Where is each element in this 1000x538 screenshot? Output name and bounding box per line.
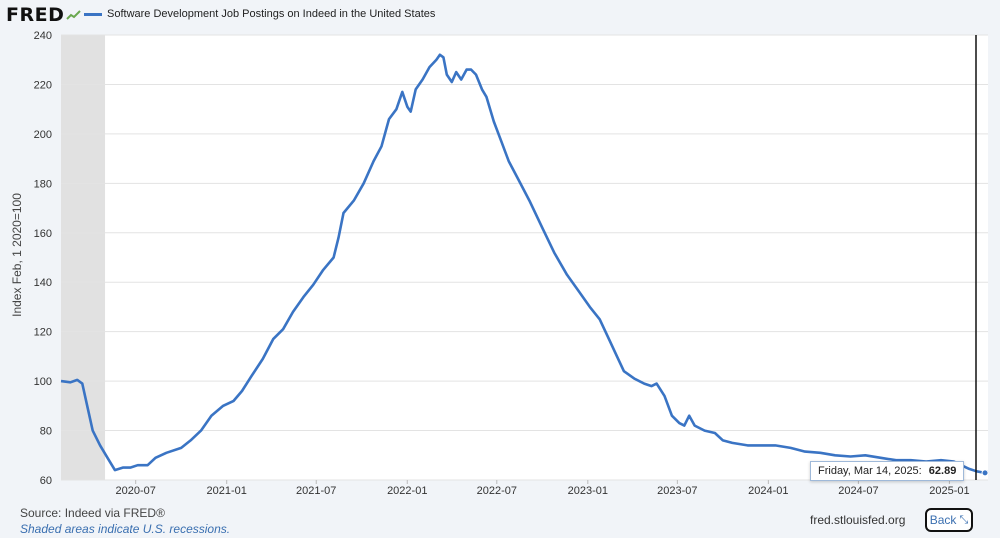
x-tick-label: 2021-07: [296, 485, 336, 497]
fred-logo-text: FRED: [6, 4, 65, 26]
recession-shade: [61, 35, 106, 480]
source-note: Source: Indeed via FRED®: [20, 506, 165, 520]
tooltip-date: Friday, Mar 14, 2025:: [818, 465, 922, 477]
legend-label: Software Development Job Postings on Ind…: [107, 8, 436, 20]
series-line[interactable]: [60, 53, 989, 475]
sparkline-icon: [66, 10, 82, 20]
collapse-icon: ⤡: [959, 513, 969, 526]
site-url: fred.stlouisfed.org: [810, 513, 906, 527]
legend-swatch: [84, 12, 102, 16]
chart-header: FRED Software Development Job Postings o…: [0, 0, 1000, 30]
x-tick-label: 2025-01: [929, 485, 969, 497]
x-tick-label: 2022-07: [477, 485, 517, 497]
fred-logo[interactable]: FRED: [6, 4, 82, 26]
x-tick-label: 2023-01: [568, 485, 608, 497]
x-tick-label: 2022-01: [387, 485, 427, 497]
x-tick-label: 2023-07: [657, 485, 697, 497]
hover-point-marker: [981, 469, 989, 477]
tooltip-value: 62.89: [928, 465, 957, 477]
recession-note: Shaded areas indicate U.S. recessions.: [20, 522, 231, 536]
y-tick-label: 120: [34, 327, 52, 339]
y-tick-label: 100: [34, 376, 52, 388]
back-button-label: Back: [929, 513, 957, 527]
x-tick-label: 2020-07: [116, 485, 156, 497]
y-tick-label: 140: [34, 277, 52, 289]
y-tick-label: 240: [34, 30, 52, 42]
y-tick-label: 220: [34, 79, 52, 91]
back-button[interactable]: Back ⤡: [925, 508, 973, 532]
y-tick-label: 160: [34, 228, 52, 240]
y-tick-label: 180: [34, 178, 52, 190]
x-tick-label: 2021-01: [207, 485, 247, 497]
y-tick-label: 80: [40, 426, 52, 438]
hover-tooltip: Friday, Mar 14, 2025: 62.89: [810, 461, 965, 481]
y-tick-label: 60: [40, 475, 52, 487]
x-tick-label: 2024-07: [838, 485, 878, 497]
x-tick-label: 2024-01: [748, 485, 788, 497]
y-tick-label: 200: [34, 129, 52, 141]
plot-area: [61, 35, 988, 480]
legend[interactable]: Software Development Job Postings on Ind…: [84, 8, 435, 20]
